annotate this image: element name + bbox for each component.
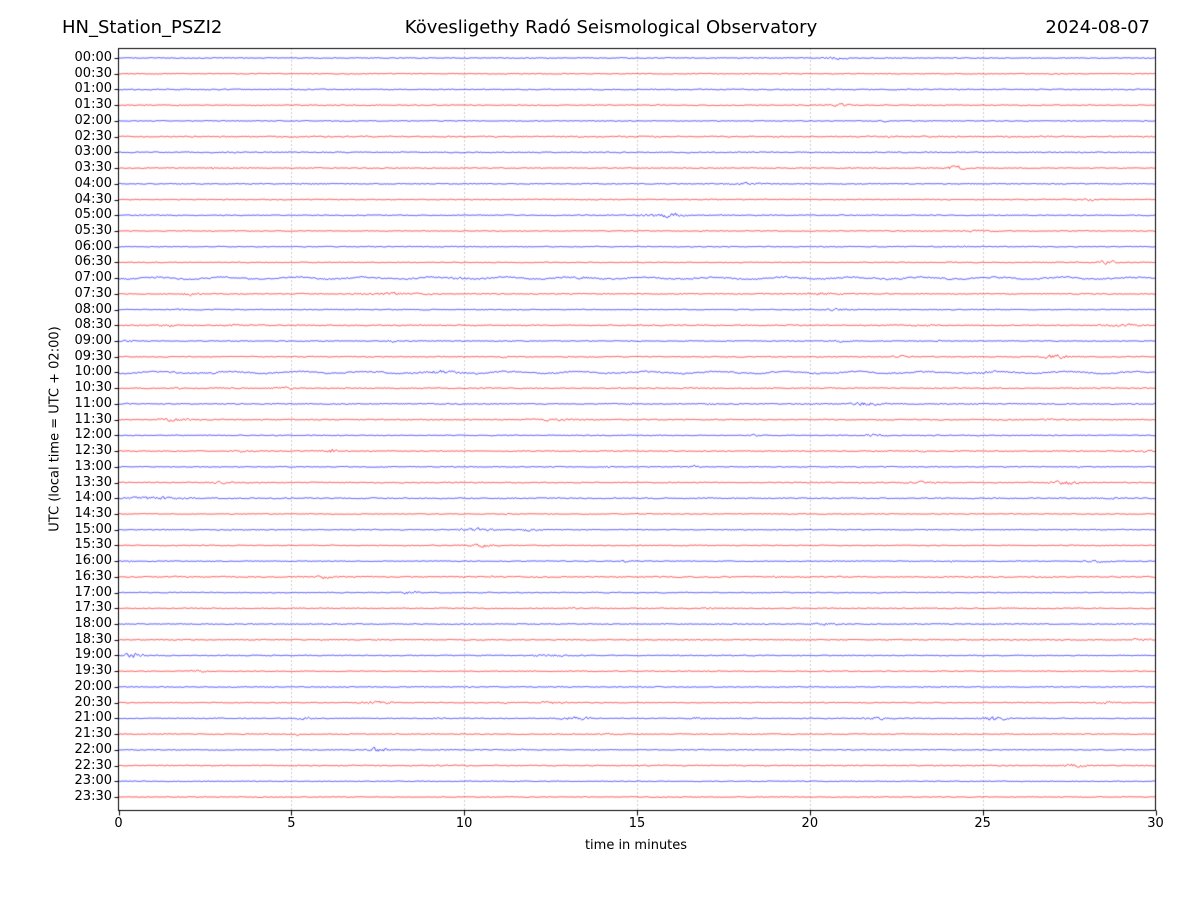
station-title: HN_Station_PSZI2: [62, 17, 223, 38]
x-tick-label: 20: [801, 816, 819, 831]
y-tick-label: 15:30: [74, 537, 112, 553]
y-tick-label: 06:30: [74, 254, 112, 270]
x-tick-label: 30: [1147, 816, 1164, 831]
y-tick-label: 16:00: [74, 553, 112, 569]
y-tick-label: 05:30: [74, 222, 112, 238]
y-tick-label: 19:00: [74, 647, 112, 663]
x-axis-label: time in minutes: [584, 838, 688, 853]
y-tick-label: 14:00: [74, 490, 112, 506]
y-tick-label: 11:30: [74, 411, 112, 427]
y-tick-label: 18:30: [74, 631, 112, 647]
y-tick-label: 10:00: [74, 364, 112, 380]
y-tick-label: 16:30: [74, 568, 112, 584]
y-tick-label: 07:30: [74, 285, 112, 301]
y-tick-label: 00:30: [74, 65, 112, 81]
y-tick-label: 18:00: [74, 616, 112, 632]
y-tick-label: 07:00: [74, 270, 112, 286]
y-tick-label: 09:00: [74, 333, 112, 349]
y-tick-label: 09:30: [74, 348, 112, 364]
x-tick-label: 10: [455, 816, 473, 831]
y-tick-label: 22:30: [74, 757, 112, 773]
y-tick-label: 17:30: [74, 600, 112, 616]
y-tick-label: 15:00: [74, 521, 112, 537]
y-tick-label: 03:30: [74, 160, 112, 176]
y-tick-label: 08:00: [74, 301, 112, 317]
y-tick-label: 21:30: [74, 726, 112, 742]
y-tick-label: 08:30: [74, 317, 112, 333]
y-tick-label: 22:00: [74, 741, 112, 757]
y-tick-label: 12:30: [74, 443, 112, 459]
y-tick-label: 20:00: [74, 678, 112, 694]
observatory-title: Kövesligethy Radó Seismological Observat…: [404, 17, 818, 38]
y-tick-label: 13:00: [74, 458, 112, 474]
x-tick-label: 0: [114, 816, 123, 831]
y-tick-label: 20:30: [74, 694, 112, 710]
x-tick-label: 15: [628, 816, 646, 831]
y-tick-label: 04:00: [74, 175, 112, 191]
y-tick-label: 14:30: [74, 505, 112, 521]
y-tick-label: 10:30: [74, 380, 112, 396]
date-label: 2024-08-07: [1045, 17, 1150, 38]
y-tick-label: 13:30: [74, 474, 112, 490]
y-tick-label: 04:30: [74, 191, 112, 207]
y-tick-label: 12:00: [74, 427, 112, 443]
y-tick-label: 21:00: [74, 710, 112, 726]
y-tick-label: 02:30: [74, 128, 112, 144]
y-tick-label: 19:30: [74, 663, 112, 679]
x-tick-label: 5: [287, 816, 296, 831]
y-tick-label: 01:00: [74, 81, 112, 97]
y-tick-label: 06:00: [74, 238, 112, 254]
x-tick-label: 25: [974, 816, 991, 831]
y-tick-label: 03:00: [74, 144, 112, 160]
y-tick-label: 17:00: [74, 584, 112, 600]
y-tick-label: 05:00: [74, 207, 112, 223]
y-tick-label: 11:00: [74, 395, 112, 411]
y-tick-label: 02:00: [74, 112, 112, 128]
y-tick-label: 01:30: [74, 97, 112, 113]
y-tick-label: 23:30: [74, 789, 112, 804]
y-tick-label: 23:00: [74, 773, 112, 789]
y-tick-label: 00:00: [74, 50, 112, 65]
